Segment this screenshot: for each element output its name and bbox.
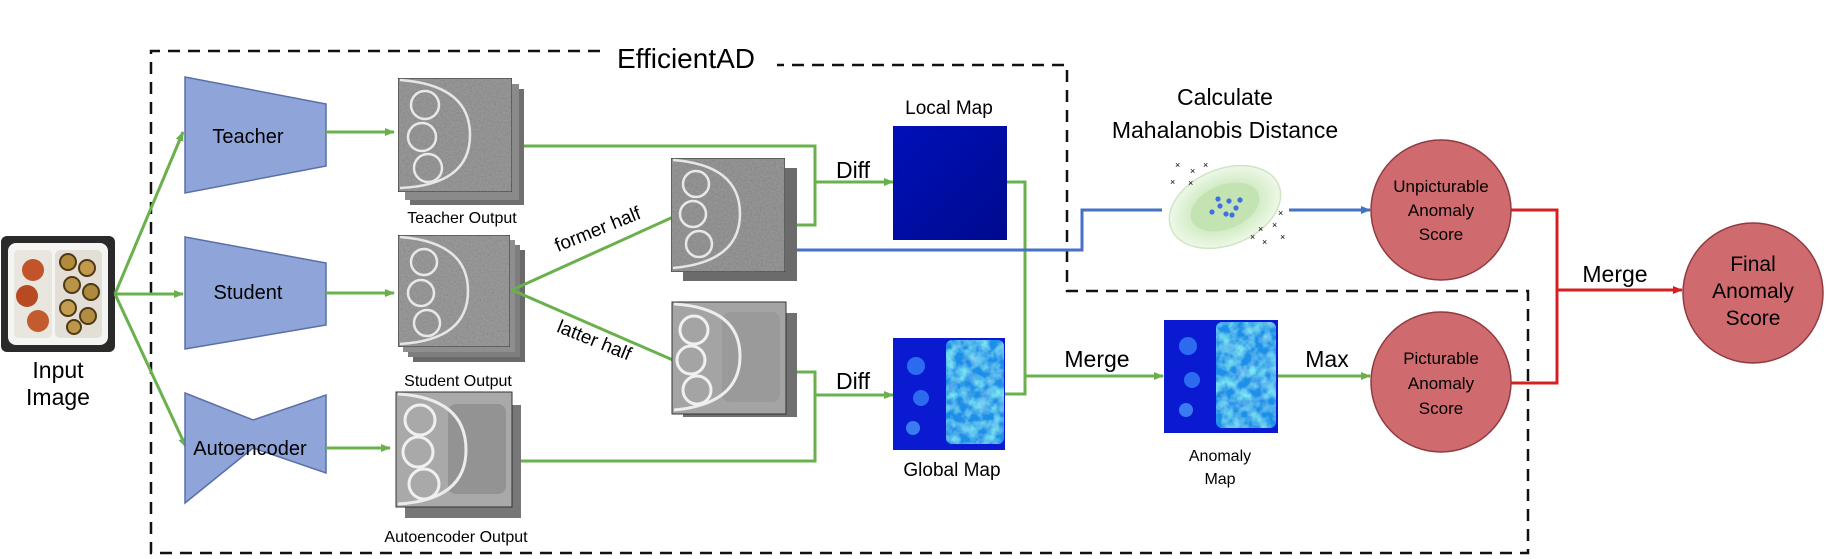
line-teacher-to-diff bbox=[524, 144, 817, 182]
mahalanobis-label-line2: Mahalanobis Distance bbox=[1112, 117, 1338, 143]
student-output-stack bbox=[397, 234, 525, 362]
teacher-output-stack bbox=[397, 77, 524, 205]
global-map-image bbox=[893, 338, 1005, 450]
picturable-line1: Picturable bbox=[1403, 349, 1479, 368]
svg-text:×: × bbox=[1170, 177, 1175, 187]
student-output-label: Student Output bbox=[404, 373, 512, 390]
svg-text:×: × bbox=[1203, 160, 1208, 170]
svg-text:×: × bbox=[1175, 160, 1180, 170]
unpicturable-line1: Unpicturable bbox=[1393, 177, 1488, 196]
mahalanobis-distribution-icon: ××× × × × ×× ××× bbox=[1168, 160, 1285, 250]
arrow-former-half bbox=[511, 211, 683, 292]
final-line3: Score bbox=[1726, 307, 1781, 330]
autoencoder-label: Autoencoder bbox=[193, 438, 307, 460]
final-score-node bbox=[1682, 222, 1824, 364]
svg-text:×: × bbox=[1278, 208, 1283, 218]
final-line2: Anomaly bbox=[1712, 280, 1794, 303]
unpicturable-line3: Score bbox=[1419, 225, 1463, 244]
line-autoencoder-to-diff bbox=[521, 395, 817, 463]
local-map-image bbox=[893, 126, 1007, 240]
anomaly-map-label-line1: Anomaly bbox=[1189, 448, 1251, 465]
picturable-line3: Score bbox=[1419, 399, 1463, 418]
svg-text:×: × bbox=[1250, 232, 1255, 242]
mahalanobis-label-line1: Calculate bbox=[1177, 84, 1273, 110]
red-line-picturable bbox=[1511, 290, 1559, 385]
input-label-line2: Image bbox=[26, 384, 90, 410]
student-network bbox=[184, 236, 327, 350]
svg-text:×: × bbox=[1258, 224, 1263, 234]
autoencoder-output-stack bbox=[395, 391, 521, 518]
former-half-stack bbox=[670, 157, 797, 281]
teacher-label: Teacher bbox=[212, 126, 283, 148]
diff-top-label: Diff bbox=[836, 157, 871, 183]
former-half-label: former half bbox=[552, 203, 645, 257]
line-latter-to-diff bbox=[797, 370, 817, 395]
unpicturable-line2: Anomaly bbox=[1408, 201, 1475, 220]
line-global-to-merge bbox=[1005, 376, 1027, 396]
latter-half-label: latter half bbox=[554, 317, 635, 366]
diff-bottom-label: Diff bbox=[836, 368, 871, 394]
efficientad-title: EfficientAD bbox=[617, 43, 755, 74]
line-local-to-merge bbox=[1007, 180, 1027, 376]
picturable-line2: Anomaly bbox=[1408, 374, 1475, 393]
max-label: Max bbox=[1305, 346, 1349, 372]
local-map-label: Local Map bbox=[905, 98, 993, 119]
input-image bbox=[1, 236, 115, 352]
svg-text:×: × bbox=[1190, 166, 1195, 176]
autoencoder-network bbox=[184, 391, 327, 505]
anomaly-map-image bbox=[1164, 320, 1278, 433]
blue-path-to-mahalanobis bbox=[797, 208, 1162, 252]
arrow-input-autoencoder bbox=[113, 293, 188, 448]
teacher-output-label: Teacher Output bbox=[407, 210, 517, 227]
latter-half-stack bbox=[671, 301, 797, 417]
red-line-unpicturable bbox=[1511, 208, 1559, 290]
arrow-latter-half bbox=[511, 288, 683, 366]
line-former-to-diff bbox=[797, 182, 817, 227]
global-map-label: Global Map bbox=[903, 460, 1000, 481]
merge-scores-label: Merge bbox=[1582, 261, 1647, 287]
svg-text:×: × bbox=[1272, 220, 1277, 230]
merge-maps-label: Merge bbox=[1064, 346, 1129, 372]
svg-text:×: × bbox=[1188, 178, 1193, 188]
svg-text:×: × bbox=[1280, 232, 1285, 242]
student-label: Student bbox=[214, 282, 283, 304]
anomaly-map-label-line2: Map bbox=[1204, 471, 1235, 488]
svg-text:×: × bbox=[1262, 237, 1267, 247]
autoencoder-output-label: Autoencoder Output bbox=[384, 529, 528, 546]
teacher-network bbox=[184, 76, 327, 194]
input-label-line1: Input bbox=[32, 357, 84, 383]
arrow-input-teacher bbox=[113, 131, 185, 295]
final-line1: Final bbox=[1730, 253, 1776, 276]
